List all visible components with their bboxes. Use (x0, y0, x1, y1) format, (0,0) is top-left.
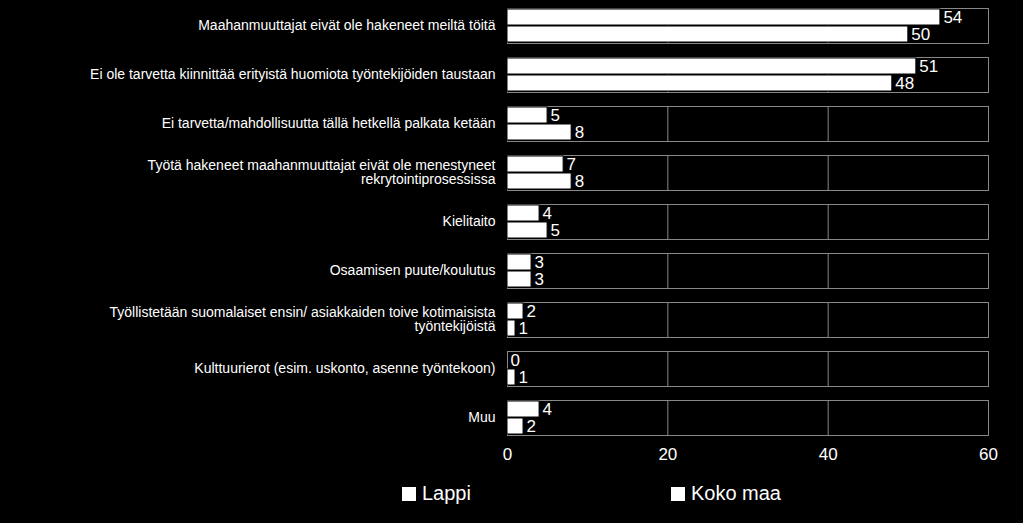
svg-text:Maahanmuuttajat eivät ole hake: Maahanmuuttajat eivät ole hakeneet meilt… (198, 17, 496, 33)
svg-text:3: 3 (534, 252, 544, 272)
svg-text:Työllistetään suomalaiset ensi: Työllistetään suomalaiset ensin/ asiakka… (110, 304, 496, 334)
svg-text:50: 50 (911, 25, 930, 44)
svg-text:Ei tarvetta/mahdollisuutta täl: Ei tarvetta/mahdollisuutta tällä hetkell… (162, 115, 496, 131)
svg-text:0: 0 (503, 445, 512, 464)
svg-text:20: 20 (658, 445, 677, 464)
svg-text:60: 60 (979, 445, 998, 464)
svg-text:1: 1 (519, 319, 528, 338)
svg-text:4: 4 (543, 400, 552, 419)
svg-text:Ei ole tarvetta kiinnittää eri: Ei ole tarvetta kiinnittää erityistä huo… (90, 66, 495, 82)
svg-text:5: 5 (551, 106, 560, 125)
svg-text:7: 7 (566, 154, 577, 174)
svg-text:5: 5 (551, 221, 560, 240)
svg-text:40: 40 (819, 445, 838, 464)
svg-text:8: 8 (575, 123, 584, 142)
svg-text:Kulttuurierot (esim. uskonto,: Kulttuurierot (esim. uskonto, asenne työ… (194, 360, 495, 376)
svg-text:0: 0 (510, 350, 520, 370)
svg-text:Työtä hakeneet maahanmuuttajat: Työtä hakeneet maahanmuuttajat eivät ole… (148, 157, 496, 187)
svg-text:3: 3 (535, 270, 544, 289)
svg-text:51: 51 (919, 57, 938, 76)
svg-text:48: 48 (895, 74, 914, 93)
svg-text:54: 54 (943, 8, 962, 27)
svg-text:2: 2 (527, 417, 536, 436)
svg-text:1: 1 (519, 368, 528, 387)
svg-text:4: 4 (542, 203, 552, 223)
svg-text:Kielitaito: Kielitaito (443, 213, 496, 229)
html-text:Lappi: Lappi (422, 482, 471, 504)
svg-text:Muu: Muu (468, 409, 495, 425)
svg-text:Osaamisen puute/koulutus: Osaamisen puute/koulutus (330, 262, 496, 278)
svg-text:8: 8 (575, 172, 584, 191)
html-text:Koko maa: Koko maa (690, 482, 781, 504)
svg-text:2: 2 (526, 301, 536, 321)
